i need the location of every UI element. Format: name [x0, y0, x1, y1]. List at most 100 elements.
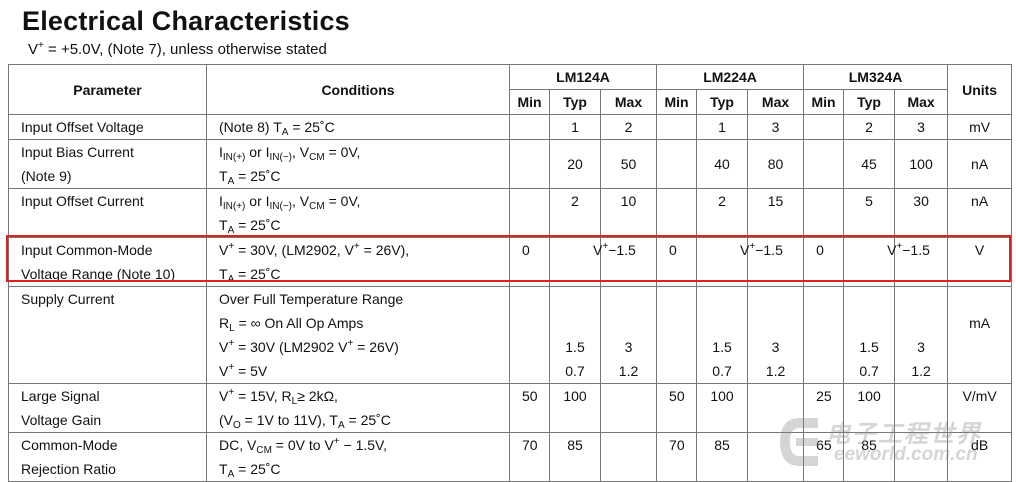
value-cell: 30	[894, 188, 949, 238]
value-cell: 2	[599, 114, 658, 140]
value-cell: V+−1.5	[593, 237, 658, 287]
page-subtitle: V+ = +5.0V, (Note 7), unless otherwise s…	[28, 40, 327, 59]
value-cell: 3 1.2	[747, 286, 805, 384]
value-cell	[549, 237, 601, 287]
param-cell: Input Bias Current (Note 9)	[8, 139, 207, 189]
value-cell: 45	[843, 139, 896, 189]
conditions-cell: V+ = 15V, RL≥ 2kΩ, (VO = 1V to 11V), TA …	[206, 383, 510, 433]
value-cell: 1	[696, 114, 749, 140]
value-cell: 2	[549, 188, 601, 238]
value-cell: 0	[656, 237, 698, 287]
value-cell	[599, 432, 658, 482]
value-cell: 85	[843, 432, 896, 482]
value-cell: 3 1.2	[894, 286, 949, 384]
value-cell: 10	[599, 188, 658, 238]
value-cell: 15	[747, 188, 805, 238]
watermark: 电子工程世界 eeworld.com.cn	[778, 414, 1008, 472]
value-cell: 70	[656, 432, 698, 482]
units-cell: mV	[947, 114, 1013, 140]
value-cell	[843, 237, 896, 287]
value-cell: 3	[747, 114, 805, 140]
value-cell	[894, 383, 949, 433]
param-cell: Input Offset Current	[8, 188, 207, 238]
units-cell: nA	[947, 139, 1013, 189]
header-min: Min	[509, 89, 550, 115]
table-row-bias-current: Input Bias Current (Note 9) IIN(+) or IIN…	[8, 139, 1013, 189]
value-cell: 50	[599, 139, 658, 189]
header-min: Min	[803, 89, 845, 115]
param-cell: Supply Current	[8, 286, 207, 384]
value-cell	[599, 383, 658, 433]
value-cell: 1	[549, 114, 601, 140]
watermark-chinese: 电子工程世界	[826, 421, 982, 448]
value-cell: 100	[894, 139, 949, 189]
value-cell: 1.5 0.7	[696, 286, 749, 384]
table-row-supply-current: Supply Current Over Full Temperature Ran…	[8, 286, 1013, 384]
value-cell	[656, 188, 698, 238]
value-cell: V+−1.5	[740, 237, 805, 287]
param-cell: Input Common-Mode Voltage Range (Note 10)	[8, 237, 207, 287]
value-cell: 50	[509, 383, 550, 433]
table-row-cmrr: Common-Mode Rejection Ratio DC, VCM = 0V …	[8, 432, 1013, 482]
header-min: Min	[656, 89, 698, 115]
value-cell: 25	[803, 383, 845, 433]
conditions-cell: IIN(+) or IIN(−), VCM = 0V, TA = 25˚C	[206, 188, 510, 238]
header-max: Max	[894, 89, 949, 115]
value-cell: 2	[696, 188, 749, 238]
value-cell: 1.5 0.7	[843, 286, 896, 384]
value-cell	[509, 286, 550, 384]
electrical-characteristics-table: Parameter Conditions LM124A LM224A LM324…	[8, 64, 1013, 482]
units-cell: V/mV	[947, 383, 1013, 433]
header-parameter: Parameter	[8, 64, 207, 115]
value-cell	[656, 139, 698, 189]
param-cell: Large Signal Voltage Gain	[8, 383, 207, 433]
value-cell: 100	[549, 383, 601, 433]
value-cell: V+−1.5	[887, 237, 949, 287]
value-cell: 0	[803, 237, 845, 287]
table-row-offset-current: Input Offset Current IIN(+) or IIN(−), V…	[8, 188, 1013, 238]
param-cell: Common-Mode Rejection Ratio	[8, 432, 207, 482]
value-cell: 100	[843, 383, 896, 433]
value-cell	[656, 286, 698, 384]
header-lm124a: LM124A	[508, 64, 658, 90]
value-cell: 3	[894, 114, 949, 140]
value-cell: 0	[509, 237, 550, 287]
units-cell: mA	[947, 286, 1013, 384]
value-cell: 65	[803, 432, 845, 482]
value-cell: 5	[843, 188, 896, 238]
value-cell: 1.5 0.7	[549, 286, 601, 384]
header-typ: Typ	[843, 89, 896, 115]
table-row-offset-voltage: Input Offset Voltage (Note 8) TA = 25˚C …	[8, 114, 1013, 140]
header-typ: Typ	[549, 89, 601, 115]
value-cell: 85	[549, 432, 601, 482]
value-cell	[696, 237, 749, 287]
page-title: Electrical Characteristics	[22, 6, 350, 36]
value-cell: 40	[696, 139, 749, 189]
value-cell: 50	[656, 383, 698, 433]
conditions-cell: DC, VCM = 0V to V+ − 1.5V, TA = 25˚C	[206, 432, 510, 482]
value-cell: 70	[509, 432, 550, 482]
units-cell: dB	[947, 432, 1013, 482]
conditions-cell: (Note 8) TA = 25˚C	[206, 114, 510, 140]
header-max: Max	[747, 89, 805, 115]
header-lm324a: LM324A	[803, 64, 949, 90]
conditions-cell: Over Full Temperature Range RL = ∞ On Al…	[206, 286, 510, 384]
value-cell	[509, 114, 550, 140]
watermark-english: eeworld.com.cn	[834, 444, 978, 465]
value-cell: 3 1.2	[599, 286, 658, 384]
units-cell: V	[947, 237, 1013, 287]
param-cell: Input Offset Voltage	[8, 114, 207, 140]
value-cell	[509, 188, 550, 238]
header-typ: Typ	[696, 89, 749, 115]
units-cell: nA	[947, 188, 1013, 238]
value-cell: 85	[696, 432, 749, 482]
value-cell: 100	[696, 383, 749, 433]
conditions-cell: IIN(+) or IIN(−), VCM = 0V, TA = 25˚C	[206, 139, 510, 189]
table-row-common-mode-range: Input Common-Mode Voltage Range (Note 10)…	[8, 237, 1013, 287]
value-cell	[509, 139, 550, 189]
table-row-large-signal-gain: Large Signal Voltage Gain V+ = 15V, RL≥ 2…	[8, 383, 1013, 433]
value-cell	[656, 114, 698, 140]
value-cell	[803, 188, 845, 238]
value-cell: 20	[549, 139, 601, 189]
value-cell: 2	[843, 114, 896, 140]
